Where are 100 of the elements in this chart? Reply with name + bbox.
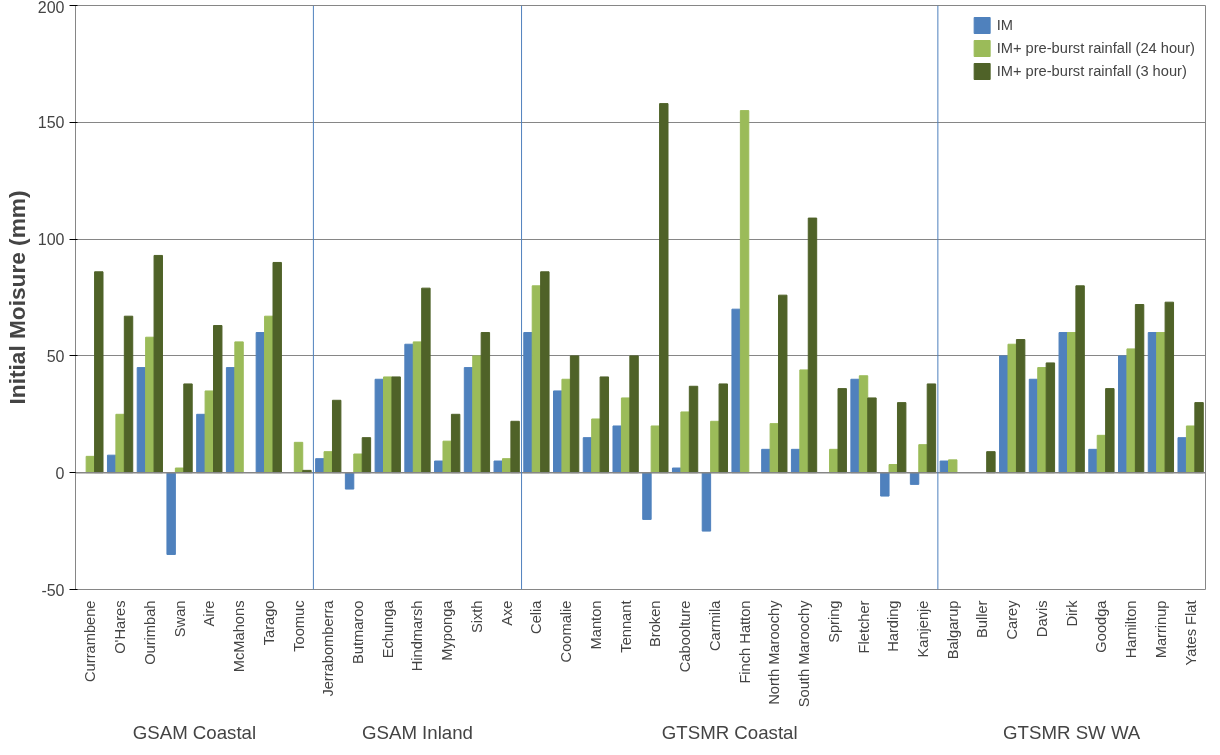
bar bbox=[374, 378, 385, 474]
bar bbox=[918, 444, 928, 474]
bar bbox=[688, 385, 699, 474]
legend-label: IM bbox=[996, 17, 1014, 33]
bar bbox=[701, 472, 712, 532]
x-tick-label: South Maroochy bbox=[796, 599, 813, 708]
bar bbox=[115, 413, 125, 474]
bar bbox=[1007, 343, 1017, 474]
x-tick-label: Echunga bbox=[379, 599, 396, 659]
x-tick-label: Dirk bbox=[1063, 599, 1080, 627]
x-tick-label: Hamilton bbox=[1123, 600, 1140, 659]
bar bbox=[293, 441, 304, 474]
y-axis-title: Initial Moisure (mm) bbox=[3, 190, 30, 405]
bar bbox=[442, 440, 452, 474]
x-tick-label: Hindmarsh bbox=[409, 600, 426, 672]
x-tick-label: Broken bbox=[647, 600, 664, 647]
bar bbox=[599, 376, 610, 474]
bar bbox=[272, 261, 282, 474]
bar bbox=[612, 425, 622, 474]
bar bbox=[323, 451, 333, 474]
bar bbox=[837, 388, 847, 474]
bar bbox=[1105, 388, 1115, 474]
y-tick-label: 0 bbox=[55, 464, 65, 482]
x-tick-label: North Maroochy bbox=[766, 599, 783, 705]
bar bbox=[986, 451, 996, 474]
bar bbox=[1037, 367, 1047, 474]
bar bbox=[1134, 304, 1145, 474]
text: GTSMR SW WA bbox=[1003, 721, 1141, 743]
bar bbox=[561, 378, 571, 474]
bar bbox=[166, 472, 176, 555]
y-tick-label: -50 bbox=[41, 581, 65, 599]
bar bbox=[778, 294, 788, 474]
bar bbox=[569, 355, 580, 474]
y-tick-label: 150 bbox=[37, 114, 65, 132]
x-tick-label: Swan bbox=[171, 600, 188, 638]
bar bbox=[94, 271, 104, 474]
bar bbox=[1164, 301, 1175, 474]
x-tick-label: Balgarup bbox=[944, 600, 961, 660]
x-tick-label: Celia bbox=[528, 599, 545, 634]
bar bbox=[1126, 348, 1136, 474]
x-tick-label: Harding bbox=[885, 600, 902, 652]
x-tick-label: Carey bbox=[1004, 599, 1021, 640]
x-tick-label: Ourimbah bbox=[141, 600, 158, 665]
x-tick-label: Aire bbox=[201, 600, 218, 627]
x-tick-label: Sixth bbox=[468, 600, 485, 634]
bar bbox=[213, 325, 223, 474]
x-tick-label: Toomuc bbox=[290, 600, 307, 652]
x-tick-label: Caboolture bbox=[677, 600, 694, 673]
text: GSAM Inland bbox=[362, 721, 473, 743]
text: GTSMR Coastal bbox=[661, 721, 798, 743]
y-tick-label: 200 bbox=[37, 0, 65, 16]
bar bbox=[204, 390, 215, 474]
x-tick-label: O'Hares bbox=[112, 600, 129, 654]
bar bbox=[769, 423, 780, 474]
y-tick-label: 50 bbox=[46, 347, 65, 365]
bar bbox=[1015, 339, 1026, 474]
bar bbox=[948, 459, 958, 474]
bar bbox=[391, 376, 401, 474]
x-tick-label: Tennant bbox=[617, 600, 634, 653]
x-tick-label: Myponga bbox=[439, 599, 456, 661]
x-tick-label: Buller bbox=[974, 600, 991, 638]
x-tick-label: Davis bbox=[1033, 600, 1050, 638]
bar bbox=[510, 420, 520, 474]
bar bbox=[880, 472, 890, 497]
bar bbox=[807, 217, 818, 474]
x-tick-label: Currambene bbox=[82, 600, 99, 682]
bar bbox=[361, 437, 372, 474]
bar bbox=[739, 110, 750, 474]
bar bbox=[1058, 332, 1068, 474]
bar bbox=[1194, 402, 1204, 474]
bar bbox=[896, 402, 907, 474]
bar bbox=[234, 341, 244, 474]
bar bbox=[472, 355, 482, 474]
x-tick-label: Jerrabomberra bbox=[320, 599, 337, 697]
bar bbox=[1075, 285, 1085, 474]
y-tick-label: 100 bbox=[37, 231, 65, 249]
bar bbox=[153, 254, 163, 474]
bar bbox=[850, 378, 860, 474]
bar bbox=[421, 287, 431, 474]
bar bbox=[331, 399, 342, 474]
legend-label: IM+ pre-burst rainfall (3 hour) bbox=[996, 63, 1187, 79]
x-tick-label: Carmila bbox=[706, 599, 723, 651]
x-tick-label: Butmaroo bbox=[350, 600, 366, 665]
x-tick-label: Kanjenje bbox=[915, 600, 931, 658]
bar bbox=[1045, 362, 1056, 474]
bar bbox=[1088, 448, 1098, 474]
x-tick-label: Fletcher bbox=[855, 600, 872, 654]
x-tick-label: Coomalie bbox=[558, 600, 575, 663]
bar bbox=[1177, 437, 1187, 474]
bar bbox=[909, 472, 920, 485]
bar bbox=[183, 383, 193, 474]
bar bbox=[353, 453, 363, 474]
bar bbox=[680, 411, 690, 474]
x-tick-label: Marrinup bbox=[1152, 600, 1169, 659]
x-tick-label: McMahons bbox=[231, 600, 248, 673]
x-tick-label: Spring bbox=[825, 600, 842, 643]
bar bbox=[493, 460, 503, 474]
x-tick-label: Goodga bbox=[1093, 599, 1110, 653]
bar bbox=[659, 103, 669, 474]
bar bbox=[450, 413, 461, 474]
